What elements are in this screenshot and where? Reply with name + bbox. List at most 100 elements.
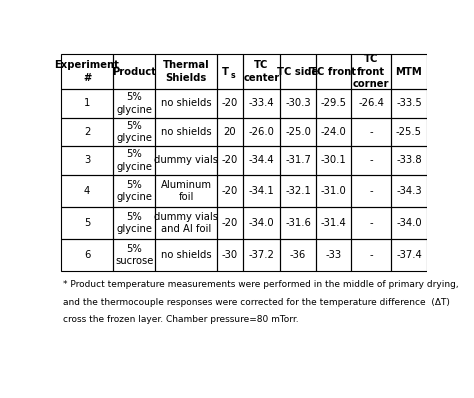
- Text: -31.4: -31.4: [320, 218, 346, 228]
- Text: -25.0: -25.0: [285, 127, 311, 137]
- Bar: [155, 175, 217, 207]
- Bar: [243, 239, 281, 271]
- Bar: [391, 207, 427, 239]
- Text: * Product temperature measurements were performed in the middle of primary dryin: * Product temperature measurements were …: [63, 280, 458, 289]
- Text: -: -: [369, 186, 373, 196]
- Bar: [351, 54, 391, 89]
- Text: -20: -20: [221, 218, 238, 228]
- Text: -34.4: -34.4: [249, 155, 274, 166]
- Text: -37.2: -37.2: [248, 250, 274, 260]
- Text: -33: -33: [325, 250, 341, 260]
- Bar: [217, 207, 243, 239]
- Bar: [391, 89, 427, 118]
- Text: Thermal
Shields: Thermal Shields: [163, 60, 210, 83]
- Bar: [316, 118, 351, 146]
- Text: -33.8: -33.8: [396, 155, 422, 166]
- Text: s: s: [230, 71, 235, 80]
- Text: -26.0: -26.0: [248, 127, 274, 137]
- Bar: [243, 118, 281, 146]
- Bar: [351, 146, 391, 175]
- Bar: [155, 207, 217, 239]
- Bar: [61, 175, 113, 207]
- Bar: [281, 118, 316, 146]
- Text: TC
center: TC center: [244, 60, 280, 83]
- Text: -31.0: -31.0: [320, 186, 346, 196]
- Bar: [243, 89, 281, 118]
- Bar: [217, 54, 243, 89]
- Text: 5%
glycine: 5% glycine: [116, 92, 152, 115]
- Text: no shields: no shields: [161, 98, 211, 108]
- Text: dummy vials
and Al foil: dummy vials and Al foil: [154, 212, 218, 234]
- Text: 5%
glycine: 5% glycine: [116, 179, 152, 202]
- Text: 5%
sucrose: 5% sucrose: [115, 244, 154, 266]
- Bar: [113, 207, 155, 239]
- Bar: [351, 118, 391, 146]
- Text: -32.1: -32.1: [285, 186, 311, 196]
- Text: T: T: [222, 66, 229, 76]
- Text: no shields: no shields: [161, 127, 211, 137]
- Bar: [217, 89, 243, 118]
- Bar: [391, 239, 427, 271]
- Bar: [217, 118, 243, 146]
- Bar: [281, 54, 316, 89]
- Bar: [351, 89, 391, 118]
- Bar: [155, 89, 217, 118]
- Bar: [217, 239, 243, 271]
- Bar: [316, 146, 351, 175]
- Text: -24.0: -24.0: [320, 127, 346, 137]
- Bar: [113, 118, 155, 146]
- Text: -33.5: -33.5: [396, 98, 422, 108]
- Text: -30.1: -30.1: [320, 155, 346, 166]
- Bar: [391, 118, 427, 146]
- Text: 5: 5: [84, 218, 90, 228]
- Text: MTM: MTM: [395, 66, 422, 76]
- Text: 6: 6: [84, 250, 90, 260]
- Text: -: -: [369, 127, 373, 137]
- Text: 3: 3: [84, 155, 90, 166]
- Bar: [316, 239, 351, 271]
- Bar: [351, 207, 391, 239]
- Text: and the thermocouple responses were corrected for the temperature difference  (Δ: and the thermocouple responses were corr…: [63, 298, 450, 306]
- Text: -30.3: -30.3: [285, 98, 311, 108]
- Text: TC
front
corner: TC front corner: [353, 54, 390, 89]
- Text: -: -: [369, 250, 373, 260]
- Text: 2: 2: [84, 127, 90, 137]
- Bar: [113, 54, 155, 89]
- Bar: [316, 54, 351, 89]
- Bar: [316, 89, 351, 118]
- Text: -25.5: -25.5: [396, 127, 422, 137]
- Text: Experiment
#: Experiment #: [55, 60, 119, 83]
- Bar: [351, 175, 391, 207]
- Bar: [155, 54, 217, 89]
- Text: 5%
glycine: 5% glycine: [116, 149, 152, 172]
- Bar: [243, 54, 281, 89]
- Text: -26.4: -26.4: [358, 98, 384, 108]
- Text: -34.1: -34.1: [249, 186, 274, 196]
- Bar: [243, 175, 281, 207]
- Bar: [61, 146, 113, 175]
- Text: 5%
glycine: 5% glycine: [116, 212, 152, 234]
- Bar: [316, 175, 351, 207]
- Text: TC front: TC front: [310, 66, 356, 76]
- Bar: [155, 239, 217, 271]
- Bar: [391, 54, 427, 89]
- Bar: [281, 89, 316, 118]
- Bar: [155, 146, 217, 175]
- Bar: [61, 89, 113, 118]
- Text: Product: Product: [112, 66, 156, 76]
- Bar: [281, 175, 316, 207]
- Text: 20: 20: [223, 127, 236, 137]
- Bar: [113, 146, 155, 175]
- Text: dummy vials: dummy vials: [154, 155, 218, 166]
- Text: no shields: no shields: [161, 250, 211, 260]
- Text: 4: 4: [84, 186, 90, 196]
- Text: -31.6: -31.6: [285, 218, 311, 228]
- Text: -34.0: -34.0: [396, 218, 422, 228]
- Text: -34.3: -34.3: [396, 186, 422, 196]
- Bar: [391, 175, 427, 207]
- Text: -20: -20: [221, 155, 238, 166]
- Text: -20: -20: [221, 98, 238, 108]
- Bar: [217, 175, 243, 207]
- Text: -37.4: -37.4: [396, 250, 422, 260]
- Text: -20: -20: [221, 186, 238, 196]
